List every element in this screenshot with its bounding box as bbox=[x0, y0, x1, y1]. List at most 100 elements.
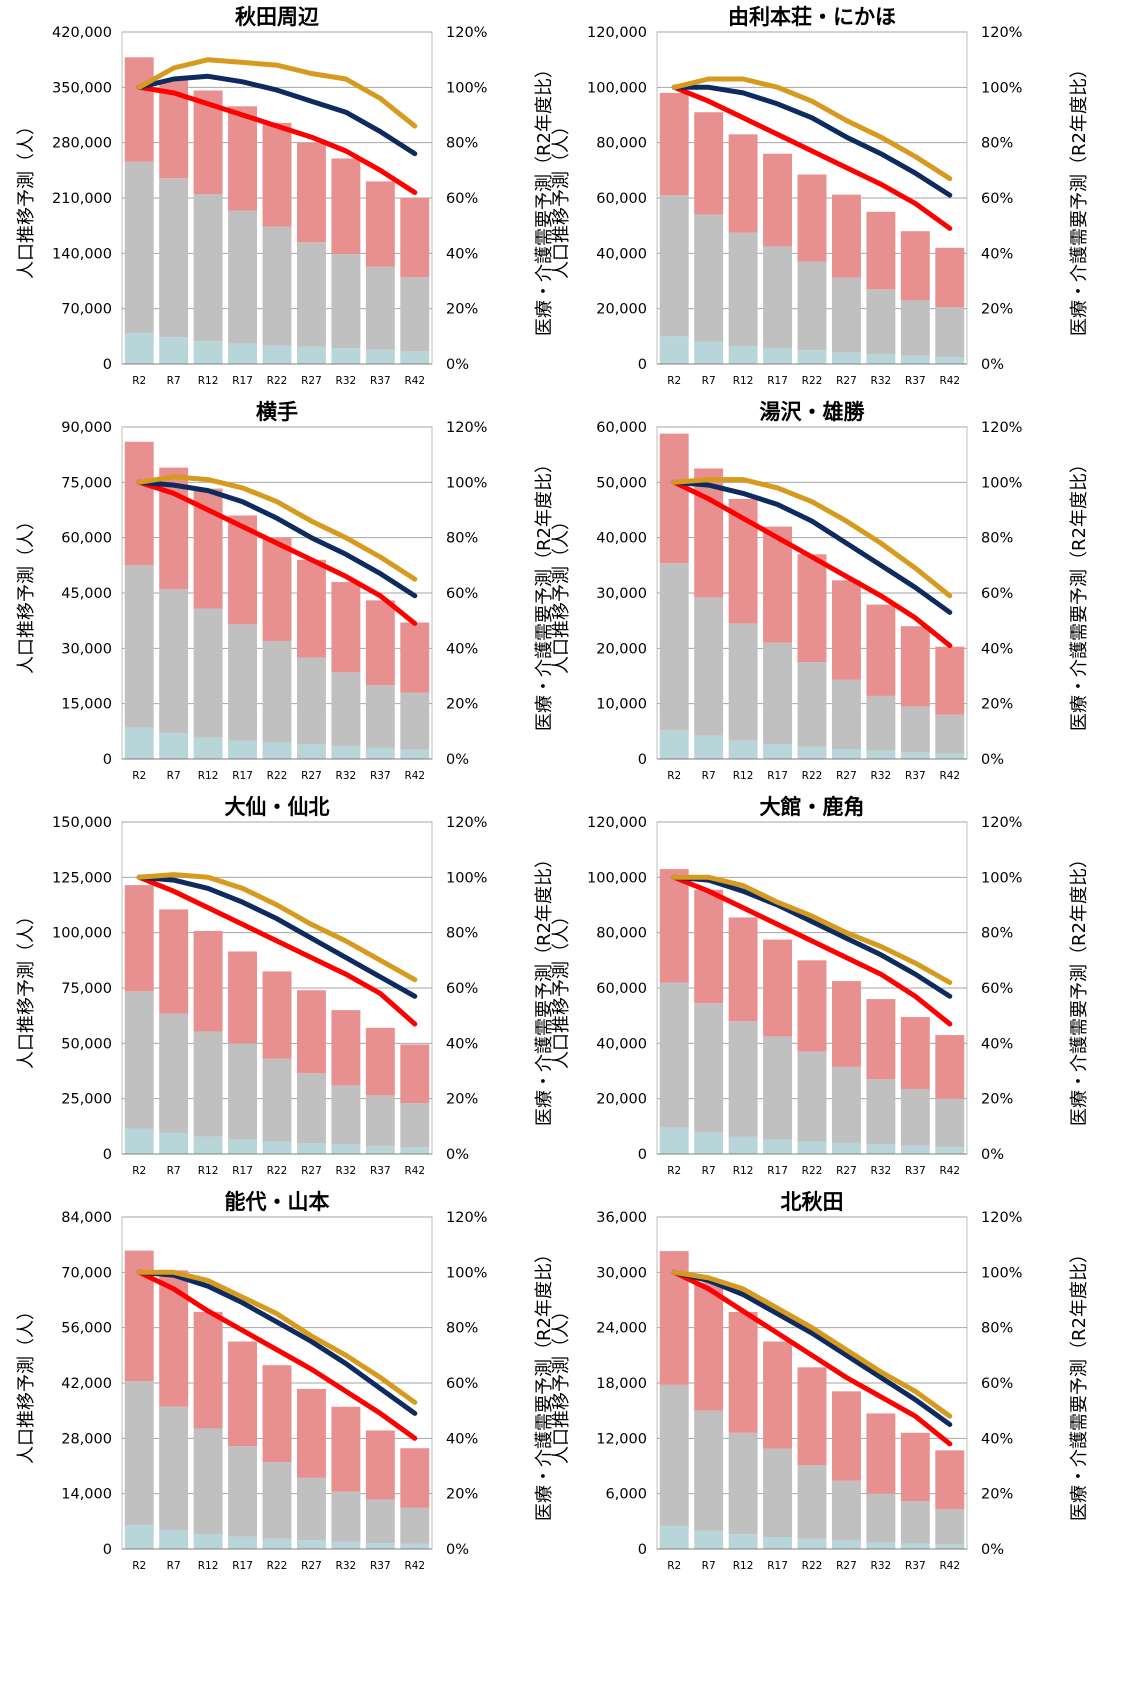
y-tick-label: 100,000 bbox=[52, 926, 112, 942]
bar-segment bbox=[296, 1477, 326, 1541]
y-tick-label: 40,000 bbox=[596, 531, 647, 547]
bar-segment bbox=[728, 1021, 758, 1137]
y-tick-label: 150,000 bbox=[52, 815, 112, 831]
bar-segment bbox=[694, 1003, 724, 1133]
x-tick-label: R2 bbox=[132, 770, 146, 782]
bar-segment bbox=[900, 1088, 930, 1146]
y-axis-title: 人口推移予測（人） bbox=[551, 512, 572, 674]
line-series-population bbox=[671, 1269, 953, 1447]
x-tick-label: R17 bbox=[767, 770, 788, 782]
y-tick-label: 75,000 bbox=[61, 475, 112, 491]
y-tick-label: 25,000 bbox=[61, 1092, 112, 1108]
line-series-care bbox=[671, 874, 953, 985]
bar-segment bbox=[228, 1341, 258, 1447]
y-tick-label: 14,000 bbox=[61, 1487, 112, 1503]
bar-segment bbox=[400, 198, 430, 278]
bar-segment bbox=[228, 210, 258, 344]
chart-title: 横手 bbox=[256, 400, 298, 424]
chart-svg: 0 10,000 20,000 30,000 40,000 50,000 60,000 0% 2… bbox=[551, 400, 1090, 782]
x-tick-label: R27 bbox=[836, 1560, 857, 1572]
y2-tick-label: 100% bbox=[446, 80, 487, 96]
y-tick-label: 280,000 bbox=[52, 136, 112, 152]
x-tick-label: R2 bbox=[667, 375, 681, 387]
y2-tick-label: 120% bbox=[981, 420, 1022, 436]
x-tick-label: R22 bbox=[267, 1560, 288, 1572]
x-tick-label: R2 bbox=[132, 1560, 146, 1572]
x-tick-label: R22 bbox=[267, 770, 288, 782]
bar-segment bbox=[365, 1543, 395, 1549]
y-tick-label: 75,000 bbox=[61, 981, 112, 997]
y2-tick-label: 40% bbox=[446, 1036, 478, 1052]
bar-segment bbox=[659, 1384, 689, 1526]
chart-title: 大仙・仙北 bbox=[225, 795, 330, 819]
line-series-medical bbox=[136, 479, 418, 599]
y2-tick-label: 20% bbox=[981, 697, 1013, 713]
bar-segment bbox=[866, 211, 896, 290]
chart-svg: 0 20,000 40,000 60,000 80,000 100,000 120,000 0… bbox=[551, 5, 1090, 387]
bar-segment bbox=[694, 597, 724, 736]
y-tick-label: 50,000 bbox=[61, 1036, 112, 1052]
chart-panel-8: 0 6,000 12,000 18,000 24,000 30,000 36,000 0% 20… bbox=[535, 1185, 1105, 1609]
bar-segment bbox=[262, 537, 292, 641]
x-tick-label: R37 bbox=[905, 770, 926, 782]
x-tick-label: R27 bbox=[301, 770, 322, 782]
x-tick-label: R7 bbox=[702, 1165, 716, 1177]
x-tick-label: R32 bbox=[336, 770, 357, 782]
bar-segment bbox=[228, 1446, 258, 1537]
y-axis-title: 人口推移予測（人） bbox=[16, 907, 37, 1069]
bar-segment bbox=[193, 1031, 223, 1137]
x-tick-label: R42 bbox=[404, 1560, 425, 1572]
bar-segment bbox=[694, 735, 724, 759]
chart-svg: 0 6,000 12,000 18,000 24,000 30,000 36,000 0% 20… bbox=[551, 1190, 1090, 1572]
y2-tick-label: 100% bbox=[446, 475, 487, 491]
bar-segment bbox=[900, 1543, 930, 1549]
bar-segment bbox=[659, 563, 689, 731]
bar-segment bbox=[797, 1538, 827, 1549]
y-tick-label: 80,000 bbox=[596, 136, 647, 152]
x-tick-label: R37 bbox=[370, 770, 391, 782]
y2-tick-label: 20% bbox=[446, 302, 478, 318]
bar-segment bbox=[831, 1142, 861, 1154]
bar-segment bbox=[365, 1027, 395, 1096]
chart-title: 湯沢・雄勝 bbox=[760, 400, 866, 424]
bar-segment bbox=[296, 346, 326, 364]
y2-tick-label: 100% bbox=[981, 1265, 1022, 1281]
bar-segment bbox=[694, 341, 724, 364]
x-tick-label: R17 bbox=[232, 770, 253, 782]
bar-segment bbox=[831, 1480, 861, 1541]
y-tick-label: 30,000 bbox=[596, 1265, 647, 1281]
y2-tick-label: 20% bbox=[446, 1487, 478, 1503]
chart-svg: 0 70,000 140,000 210,000 280,000 350,000 420,0… bbox=[16, 5, 555, 387]
bar-segment bbox=[866, 695, 896, 751]
bar-segment bbox=[159, 1406, 189, 1531]
bar-segment bbox=[228, 1536, 258, 1549]
line-series-care bbox=[136, 872, 418, 983]
y-tick-label: 60,000 bbox=[596, 981, 647, 997]
y-tick-label: 56,000 bbox=[61, 1321, 112, 1337]
chart-title: 秋田周辺 bbox=[235, 5, 319, 29]
chart-title: 由利本荘・にかほ bbox=[728, 5, 896, 29]
bar-segment bbox=[763, 939, 793, 1037]
y-tick-label: 70,000 bbox=[61, 302, 112, 318]
x-tick-label: R12 bbox=[733, 1560, 754, 1572]
x-tick-label: R32 bbox=[336, 375, 357, 387]
x-tick-label: R7 bbox=[167, 770, 181, 782]
x-tick-label: R37 bbox=[905, 375, 926, 387]
bar-segment bbox=[262, 1141, 292, 1154]
x-tick-label: R42 bbox=[939, 1560, 960, 1572]
y2-tick-label: 80% bbox=[446, 926, 478, 942]
bar-segment bbox=[159, 178, 189, 338]
bar-segment bbox=[659, 433, 689, 564]
bar-segment bbox=[331, 1144, 361, 1154]
y2-tick-label: 120% bbox=[981, 815, 1022, 831]
y-axis-title: 人口推移予測（人） bbox=[551, 907, 572, 1069]
x-tick-label: R37 bbox=[370, 375, 391, 387]
bar-segment bbox=[400, 1507, 430, 1544]
y-tick-label: 0 bbox=[103, 1147, 112, 1163]
x-tick-label: R32 bbox=[871, 1165, 892, 1177]
bar-segment bbox=[900, 231, 930, 301]
bar-segment bbox=[262, 1365, 292, 1463]
bar-segment bbox=[763, 246, 793, 349]
bar-segment bbox=[124, 1128, 154, 1154]
